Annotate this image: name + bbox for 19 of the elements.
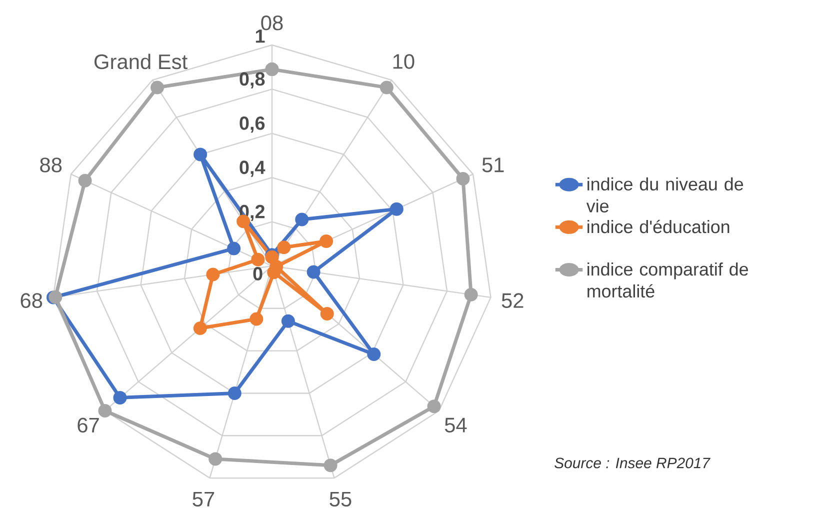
spoke-label: 08	[261, 16, 283, 30]
legend-label: indice d'éducation	[588, 220, 730, 234]
spoke-label: 54	[444, 418, 467, 433]
y-tick-label: 0,4	[240, 160, 266, 177]
spoke-label: 51	[482, 158, 504, 172]
spoke-label: 68	[20, 293, 42, 308]
spoke-label: 10	[393, 54, 414, 69]
spoke-label: 67	[78, 418, 99, 433]
spoke-label: 55	[330, 492, 352, 507]
y-tick-label: 0	[253, 267, 262, 280]
y-tick-label: 0,6	[240, 116, 265, 133]
y-tick-label: 1	[256, 30, 265, 43]
legend-label: indice comparatif de mortalité	[588, 262, 748, 298]
spoke-label: 88	[40, 158, 62, 172]
spoke-label: 52	[502, 293, 524, 308]
y-tick-label: 0,8	[240, 72, 265, 88]
spoke-label: 57	[192, 492, 214, 507]
text: Source : Insee RP2017	[554, 458, 710, 468]
spoke-label: Grand Est	[94, 54, 188, 70]
